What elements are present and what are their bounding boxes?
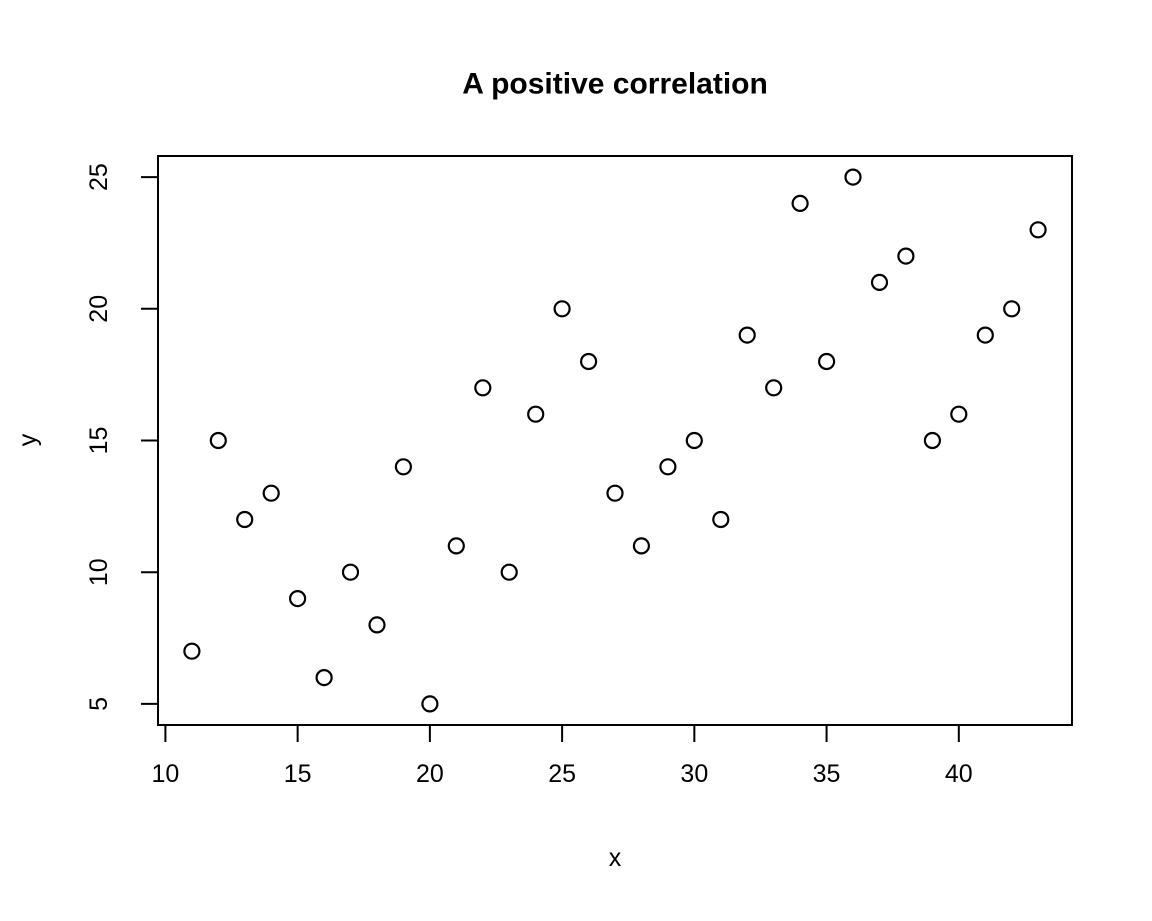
- x-axis-tick-label: 35: [813, 760, 841, 788]
- data-point: [659, 458, 677, 476]
- data-point: [897, 247, 915, 265]
- data-point: [500, 563, 518, 581]
- x-axis-tick-label: 40: [945, 760, 973, 788]
- data-point: [262, 484, 280, 502]
- y-axis-tick-label: 25: [85, 163, 113, 191]
- chart-title: A positive correlation: [462, 68, 768, 101]
- y-axis-tick-label: 15: [85, 427, 113, 455]
- data-point: [817, 352, 836, 371]
- data-point: [553, 300, 571, 318]
- data-point: [474, 379, 492, 397]
- data-point: [765, 379, 783, 397]
- data-point: [1029, 221, 1047, 239]
- data-point: [315, 668, 333, 687]
- plot-frame: [157, 155, 1073, 726]
- y-axis-tick-label: 5: [85, 697, 113, 711]
- data-point: [950, 405, 968, 423]
- x-axis-label: x: [609, 844, 622, 872]
- y-axis-tick-label: 20: [85, 295, 113, 323]
- data-point: [1003, 300, 1021, 318]
- data-point: [209, 431, 227, 450]
- x-axis-tick-label: 30: [680, 760, 708, 788]
- data-point: [791, 194, 809, 212]
- data-point: [606, 484, 624, 502]
- data-point: [923, 431, 942, 450]
- data-point: [685, 431, 703, 450]
- x-axis-tick-label: 15: [284, 760, 312, 788]
- data-point: [447, 537, 465, 555]
- x-axis-tick-label: 25: [548, 760, 576, 788]
- data-point: [368, 616, 386, 634]
- data-point: [527, 405, 545, 423]
- data-point: [976, 326, 994, 344]
- x-axis-tick-label: 10: [151, 760, 179, 788]
- data-point: [421, 695, 439, 713]
- x-axis-tick-label: 20: [416, 760, 444, 788]
- y-axis-tick-label: 10: [85, 558, 113, 586]
- data-point: [341, 563, 360, 581]
- y-axis-label: y: [14, 433, 42, 446]
- data-point: [870, 273, 889, 291]
- data-point: [236, 510, 254, 529]
- data-point: [632, 537, 651, 555]
- data-point: [738, 326, 756, 344]
- data-point: [289, 589, 307, 608]
- data-point: [844, 168, 862, 186]
- data-point: [712, 510, 730, 529]
- data-point: [394, 458, 412, 476]
- data-point: [183, 642, 201, 660]
- data-point: [579, 352, 598, 371]
